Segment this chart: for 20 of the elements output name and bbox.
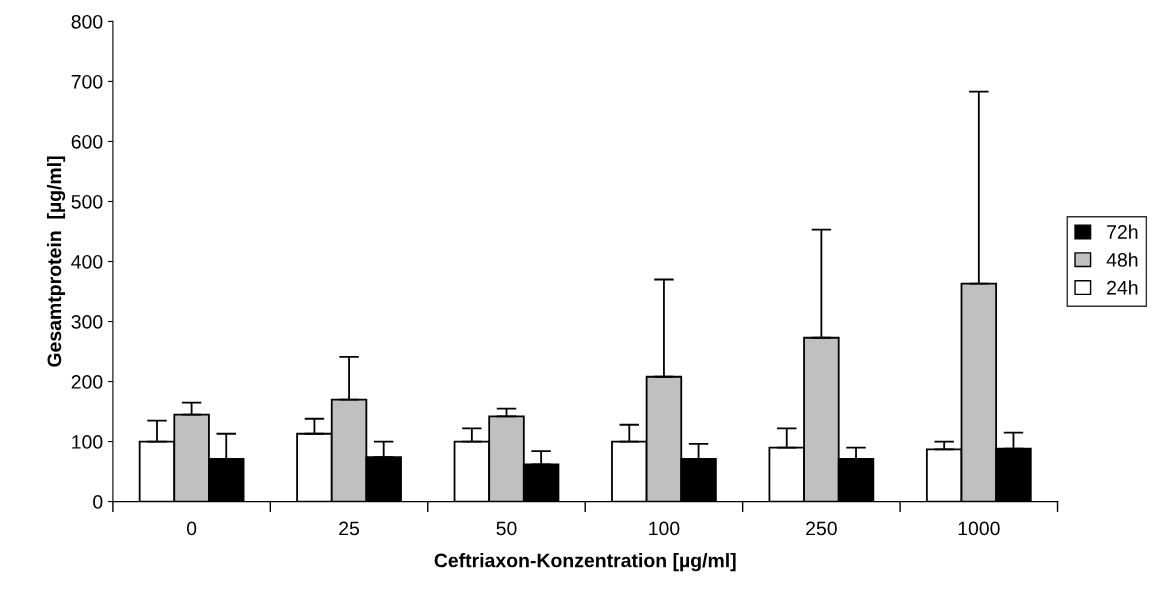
y-tick-label: 400 xyxy=(71,254,103,269)
legend-label: 24h xyxy=(1107,280,1138,295)
x-tick-label: 50 xyxy=(496,521,517,536)
y-tick-label: 200 xyxy=(71,375,103,389)
x-tick-label: 25 xyxy=(339,521,360,536)
x-tick-label: 100 xyxy=(649,521,680,536)
y-tick-label: 500 xyxy=(71,194,103,209)
x-axis-title: Ceftriaxon-Konzentration [µg/ml] xyxy=(434,553,736,572)
y-tick-label: 0 xyxy=(93,495,103,509)
legend-label: 48h xyxy=(1106,252,1138,267)
y-tick-label: 600 xyxy=(71,134,103,149)
y-tick-label: 700 xyxy=(71,74,103,89)
y-axis-title: Gesamtprotein [µg/ml] xyxy=(46,156,66,367)
y-tick-label: 300 xyxy=(71,314,103,329)
x-tick-label: 250 xyxy=(806,521,837,536)
y-tick-label: 800 xyxy=(71,14,103,29)
y-tick-label: 100 xyxy=(72,435,103,449)
legend-label: 72h xyxy=(1107,224,1138,239)
x-tick-label: 0 xyxy=(186,521,197,536)
x-tick-label: 1000 xyxy=(958,521,1000,536)
